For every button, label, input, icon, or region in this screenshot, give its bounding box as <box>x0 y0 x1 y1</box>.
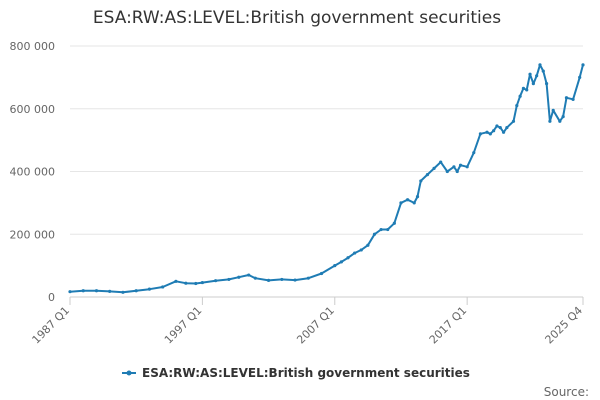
legend-marker <box>126 370 132 376</box>
data-point[interactable] <box>214 279 218 283</box>
data-point[interactable] <box>578 75 582 79</box>
data-point[interactable] <box>541 69 545 73</box>
x-tick-label: 2025 Q4 <box>543 304 586 347</box>
data-point[interactable] <box>485 130 489 134</box>
data-point[interactable] <box>445 169 449 174</box>
data-point[interactable] <box>492 129 496 133</box>
data-point[interactable] <box>253 276 257 280</box>
data-point[interactable] <box>498 125 502 130</box>
data-point[interactable] <box>478 132 482 136</box>
data-point[interactable] <box>544 82 549 86</box>
data-point[interactable] <box>405 198 410 202</box>
data-point[interactable] <box>425 173 430 177</box>
data-point[interactable] <box>472 151 476 155</box>
data-point[interactable] <box>465 165 469 169</box>
y-tick-label: 0 <box>48 291 55 304</box>
data-point[interactable] <box>237 275 241 279</box>
data-point[interactable] <box>531 82 535 86</box>
data-point[interactable] <box>581 63 585 67</box>
data-point[interactable] <box>571 97 575 101</box>
data-point[interactable] <box>392 221 396 225</box>
data-point[interactable] <box>306 276 310 280</box>
data-point[interactable] <box>455 169 459 174</box>
y-tick-label: 200 000 <box>10 228 56 241</box>
data-point[interactable] <box>511 119 516 123</box>
data-point[interactable] <box>81 289 85 293</box>
data-point[interactable] <box>452 165 456 169</box>
data-point[interactable] <box>247 273 251 277</box>
x-tick-label: 2007 Q1 <box>294 304 337 347</box>
series-line[interactable] <box>69 63 584 294</box>
data-point[interactable] <box>399 201 403 205</box>
data-point[interactable] <box>501 130 506 134</box>
chart-title: ESA:RW:AS:LEVEL:British government secur… <box>93 8 501 28</box>
data-point[interactable] <box>415 195 420 199</box>
data-point[interactable] <box>458 163 463 167</box>
data-point[interactable] <box>551 108 555 112</box>
data-point[interactable] <box>528 72 532 76</box>
data-point[interactable] <box>359 248 363 252</box>
data-point[interactable] <box>266 278 271 282</box>
data-point[interactable] <box>134 289 138 293</box>
data-point[interactable] <box>293 278 297 282</box>
data-point[interactable] <box>194 281 198 286</box>
data-point[interactable] <box>548 119 552 123</box>
data-point[interactable] <box>346 256 350 260</box>
data-point[interactable] <box>147 287 152 291</box>
data-point[interactable] <box>386 227 390 232</box>
data-point[interactable] <box>372 232 377 236</box>
data-point[interactable] <box>564 96 569 100</box>
data-point[interactable] <box>339 260 343 264</box>
data-point[interactable] <box>161 285 165 289</box>
legend-label[interactable]: ESA:RW:AS:LEVEL:British government secur… <box>142 366 470 380</box>
data-point[interactable] <box>505 125 509 130</box>
data-point[interactable] <box>280 277 284 282</box>
data-point[interactable] <box>366 243 370 247</box>
data-point[interactable] <box>439 160 443 164</box>
data-point[interactable] <box>518 94 522 98</box>
data-point[interactable] <box>353 251 357 255</box>
data-point[interactable] <box>488 132 492 136</box>
data-point[interactable] <box>121 290 125 294</box>
data-point[interactable] <box>174 279 178 283</box>
data-point[interactable] <box>108 289 112 293</box>
data-point[interactable] <box>68 290 72 294</box>
y-tick-label: 800 000 <box>10 40 56 53</box>
x-tick-label: 2017 Q1 <box>427 304 470 347</box>
data-point[interactable] <box>200 280 204 285</box>
data-point[interactable] <box>94 289 99 293</box>
data-point[interactable] <box>184 281 188 285</box>
data-point[interactable] <box>227 277 231 282</box>
data-point[interactable] <box>333 264 337 268</box>
data-point[interactable] <box>432 166 436 170</box>
data-point[interactable] <box>525 88 529 92</box>
x-tick-label: 1997 Q1 <box>162 304 205 347</box>
x-tick-label: 1987 Q1 <box>30 304 73 347</box>
data-point[interactable] <box>515 104 519 108</box>
data-point[interactable] <box>561 114 565 119</box>
axes: 0 200 000 400 000 600 000 800 000 1987 Q1 1997… <box>10 40 586 346</box>
data-point[interactable] <box>495 124 499 128</box>
data-point[interactable] <box>535 74 539 78</box>
y-tick-label: 400 000 <box>10 166 56 179</box>
legend[interactable]: ESA:RW:AS:LEVEL:British government secur… <box>122 366 470 380</box>
data-point[interactable] <box>379 227 383 232</box>
data-point[interactable] <box>538 63 542 67</box>
data-point[interactable] <box>521 86 526 90</box>
grid <box>70 45 583 235</box>
source-label: Source: <box>544 385 589 399</box>
data-point[interactable] <box>558 119 562 123</box>
data-point[interactable] <box>412 201 416 205</box>
data-point[interactable] <box>319 271 324 276</box>
y-tick-label: 600 000 <box>10 103 56 116</box>
series[interactable] <box>68 63 585 294</box>
data-point[interactable] <box>419 179 423 183</box>
